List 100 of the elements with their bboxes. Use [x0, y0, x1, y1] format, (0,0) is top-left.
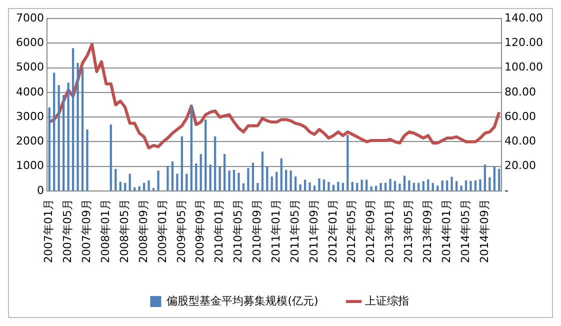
- bar: [360, 180, 363, 191]
- x-tick-label: 2013年09月: [420, 199, 434, 264]
- bar: [464, 180, 468, 191]
- bar: [195, 163, 198, 191]
- bar: [124, 182, 126, 191]
- x-tick-label: 2011年05月: [288, 199, 302, 264]
- y-tick-label: 5000: [16, 60, 44, 74]
- bar: [190, 106, 192, 191]
- bar: [232, 170, 236, 191]
- bar: [276, 172, 278, 191]
- x-tick-label: 2010年09月: [250, 199, 264, 264]
- x-tick-label: 2007年01月: [42, 199, 56, 264]
- bar: [474, 180, 477, 191]
- bar: [114, 168, 117, 191]
- bar: [308, 182, 311, 191]
- bar: [380, 182, 382, 191]
- x-tick-label: 2008年05月: [118, 199, 131, 264]
- bar: [67, 82, 70, 191]
- bar: [403, 176, 406, 191]
- bar: [152, 188, 155, 191]
- bar: [370, 186, 372, 191]
- bar: [346, 134, 349, 191]
- bar: [398, 184, 401, 191]
- bar: [252, 162, 254, 191]
- x-tick-label: 2014年09月: [478, 199, 491, 264]
- bar: [322, 179, 326, 191]
- bar: [62, 94, 65, 191]
- bar: [342, 182, 344, 191]
- x-tick-label: 2011年09月: [307, 199, 320, 264]
- bar: [166, 166, 169, 191]
- y-tick-label: 2000: [16, 134, 44, 148]
- y-tick-label: 0: [36, 184, 44, 197]
- y2-tick-label: 20.00: [504, 159, 536, 172]
- bar: [76, 62, 79, 191]
- bar: [256, 182, 259, 191]
- bar: [218, 166, 221, 191]
- y2-tick-label: 60.00: [504, 110, 536, 123]
- y-tick-label: 6000: [16, 36, 44, 50]
- bar: [427, 179, 430, 191]
- bar: [261, 152, 264, 191]
- x-tick-label: 2009年05月: [174, 199, 188, 264]
- bar: [460, 186, 462, 191]
- x-tick-label: 2008年01月: [99, 199, 112, 264]
- bar: [318, 178, 320, 191]
- x-tick-label: 2009年01月: [156, 199, 169, 264]
- x-tick-label: 2010年05月: [232, 199, 245, 264]
- x-tick-label: 2014年01月: [440, 199, 453, 264]
- bar: [432, 182, 434, 191]
- y2-tick-label: 120.00: [504, 36, 544, 50]
- bar: [223, 154, 226, 191]
- bar: [247, 168, 250, 191]
- bar: [394, 180, 396, 191]
- bar: [285, 170, 288, 191]
- bar: [351, 182, 354, 191]
- bar: [228, 170, 230, 191]
- bar: [299, 184, 302, 191]
- bar: [209, 164, 212, 191]
- bar: [53, 72, 56, 191]
- bar: [110, 124, 112, 191]
- bar: [270, 176, 273, 191]
- x-tick-label: 2009年09月: [194, 199, 207, 264]
- y2-tick-label: 100.00: [504, 60, 544, 74]
- bar: [128, 174, 131, 191]
- x-tick-label: 2007年09月: [80, 199, 94, 264]
- bar: [328, 182, 330, 191]
- bar: [470, 180, 472, 191]
- bar: [313, 186, 316, 191]
- bar: [204, 120, 207, 191]
- y-tick-label: 3000: [16, 110, 44, 123]
- bar: [455, 181, 458, 191]
- bar: [366, 180, 368, 191]
- x-tick-label: 2010年01月: [212, 199, 226, 264]
- y2-tick-label: 40.00: [504, 134, 536, 148]
- x-tick-label: 2011年01月: [269, 199, 282, 264]
- bar: [493, 166, 496, 191]
- y2-tick-label: 80.00: [504, 85, 536, 98]
- bar: [441, 180, 444, 191]
- bar: [81, 68, 84, 191]
- x-tick-label: 2014年05月: [458, 199, 472, 264]
- bar: [304, 180, 306, 191]
- bar: [171, 161, 174, 191]
- bar: [58, 85, 60, 191]
- y2-tick-label: 140.00: [504, 11, 544, 24]
- bar: [186, 174, 188, 191]
- bar: [86, 129, 88, 191]
- bar: [374, 186, 378, 191]
- bar: [422, 181, 424, 191]
- bar: [498, 168, 500, 191]
- bar: [389, 178, 392, 191]
- bar: [176, 174, 178, 191]
- x-tick-label: 2008年09月: [136, 199, 150, 264]
- bar: [72, 48, 74, 191]
- bar: [488, 177, 491, 191]
- x-tick-label: 2012年09月: [364, 199, 378, 264]
- bar: [408, 180, 410, 191]
- bar: [238, 172, 240, 191]
- bar: [157, 170, 160, 191]
- bar: [384, 182, 387, 191]
- bar: [337, 182, 340, 191]
- y-tick-label: 4000: [16, 85, 44, 98]
